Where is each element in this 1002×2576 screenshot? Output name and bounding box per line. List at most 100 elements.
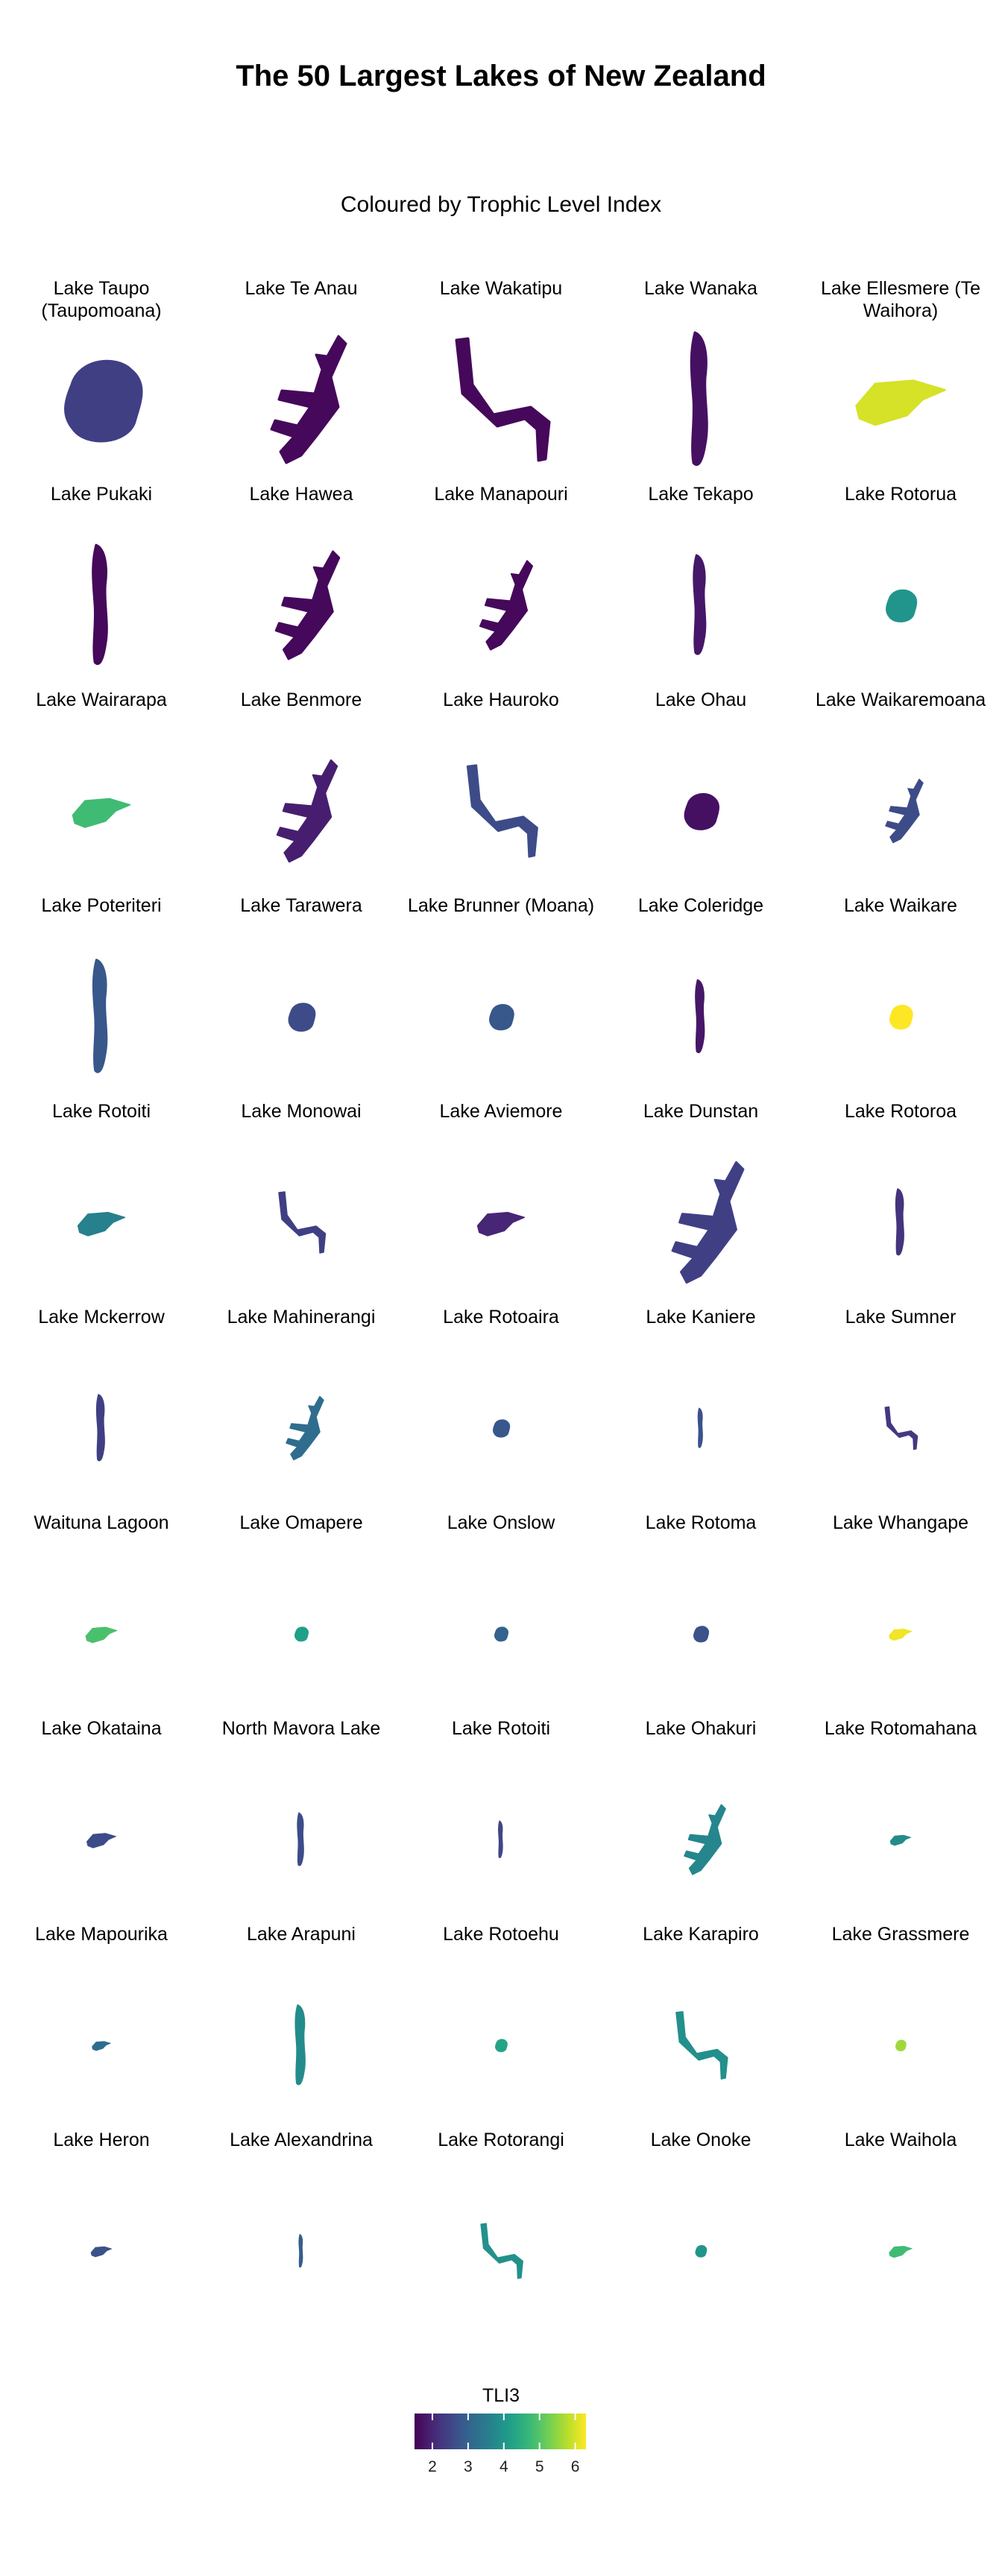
lake-panel: Lake Rotoma [601, 1512, 801, 1717]
lake-map [77, 1211, 126, 1237]
lake-shape [695, 2245, 708, 2258]
lake-shape [693, 1626, 710, 1643]
legend-gradient [415, 2414, 586, 2449]
lake-map [885, 778, 924, 844]
lake-shape [889, 1629, 913, 1641]
lake-name-label: Lake Mahinerangi [227, 1307, 376, 1328]
lake-shape [92, 959, 108, 1073]
lake-name-label: Lake Dunstan [643, 1101, 759, 1122]
lake-name-label: Lake Omapere [239, 1512, 363, 1533]
lake-name-label: Lake Mckerrow [38, 1307, 165, 1328]
lake-map [466, 764, 538, 858]
lake-map [480, 2223, 523, 2279]
lake-shape [889, 1834, 912, 1846]
lake-shape [489, 1003, 514, 1031]
lake-map [889, 1005, 913, 1030]
lake-panel: Lake Ohau [601, 689, 801, 894]
lake-map [684, 1804, 726, 1875]
lake-map [479, 560, 534, 651]
lake-map [855, 379, 946, 426]
lake-map [494, 1626, 508, 1642]
lake-name-label: Lake Sumner [845, 1307, 957, 1328]
lake-map [895, 2039, 907, 2052]
lake-map [95, 1394, 105, 1462]
lake-name-label: Lake Rotoehu [443, 1924, 559, 1945]
lake-name-label: Lake Coleridge [637, 895, 764, 916]
lake-name-label: Lake Ellesmere (Te Waihora) [821, 278, 980, 321]
lake-name-label: Lake Poteriteri [41, 895, 162, 916]
lake-shape [297, 1812, 304, 1866]
lake-name-label: Lake Heron [53, 2130, 150, 2150]
lake-shape [671, 1161, 745, 1284]
lake-shape [64, 359, 143, 443]
lake-shape [476, 1211, 526, 1237]
lake-panel: Lake Benmore [201, 689, 401, 894]
lake-panel: Lake Rotoehu [401, 1923, 601, 2129]
lake-panel: Lake Tekapo [601, 483, 801, 689]
lake-map [889, 2246, 913, 2258]
lake-panel: Lake Wairarapa [1, 689, 201, 894]
lake-shape [288, 1003, 316, 1032]
lake-map [884, 1406, 918, 1450]
lake-shape [895, 1188, 904, 1256]
lake-shape [885, 778, 924, 844]
lake-name-label: Lake Wairarapa [36, 689, 167, 710]
lake-name-label: Waituna Lagoon [34, 1512, 169, 1533]
lake-shape [270, 335, 347, 464]
lake-shape [294, 2004, 306, 2086]
lake-panel: Lake Omapere [201, 1512, 401, 1717]
lake-panel: Lake Mahinerangi [201, 1306, 401, 1512]
lake-shape [479, 560, 534, 651]
lake-shape [90, 2246, 113, 2258]
lake-panel: Lake Poteriteri [1, 894, 201, 1100]
lake-name-label: Lake Monowai [241, 1101, 362, 1122]
lake-shape [294, 1626, 309, 1642]
lake-panel: Lake Pukaki [1, 483, 201, 689]
lake-shape [684, 1804, 726, 1875]
lake-panel: Lake Okataina [1, 1717, 201, 1923]
lake-shape [684, 793, 719, 830]
legend-title: TLI3 [482, 2385, 520, 2406]
lake-map [270, 335, 347, 464]
lake-panel: Lake Karapiro [601, 1923, 801, 2129]
lake-map [697, 1407, 703, 1448]
lake-name-label: Lake Wakatipu [439, 278, 563, 299]
lake-shape [95, 1394, 105, 1462]
lake-panel: Lake Alexandrina [201, 2129, 401, 2334]
lake-name-label: Lake Okataina [41, 1718, 162, 1739]
lake-name-label: Lake Tarawera [240, 895, 362, 916]
lake-map [889, 1834, 912, 1846]
lake-panel: Waituna Lagoon [1, 1512, 201, 1717]
lake-name-label: Lake Wanaka [644, 278, 757, 299]
lake-map [684, 793, 719, 830]
lake-map [72, 798, 131, 828]
lake-panel: Lake Ellesmere (Te Waihora) [801, 277, 1001, 483]
legend-tick-label: 3 [464, 2458, 473, 2475]
lake-map [294, 1626, 309, 1642]
lake-map [495, 2039, 508, 2053]
lake-panel: Lake Mapourika [1, 1923, 201, 2129]
lake-map [288, 1003, 316, 1032]
lake-panel: Lake Rotoiti [401, 1717, 601, 1923]
lake-map [294, 2004, 306, 2086]
lake-name-label: Lake Ohau [655, 689, 747, 710]
lake-name-label: Lake Rotomahana [824, 1718, 977, 1739]
lake-panel: Lake Rotoroa [801, 1100, 1001, 1306]
lake-shape [697, 1407, 703, 1448]
lake-panel: Lake Hawea [201, 483, 401, 689]
lake-shape [495, 2039, 508, 2053]
lake-map [886, 589, 918, 622]
lake-name-label: Lake Rotoaira [443, 1307, 559, 1328]
lake-shape [72, 798, 131, 828]
lake-map [278, 1191, 327, 1254]
lake-map [675, 2011, 728, 2080]
lake-shape [884, 1406, 918, 1450]
lake-map [297, 1812, 304, 1866]
lake-map [671, 1161, 745, 1284]
lake-map [92, 543, 108, 666]
lake-panel: Lake Dunstan [601, 1100, 801, 1306]
lake-panel: Lake Manapouri [401, 483, 601, 689]
legend-tick-label: 6 [571, 2458, 580, 2475]
lake-shape [690, 331, 708, 467]
lake-panel: Lake Onslow [401, 1512, 601, 1717]
